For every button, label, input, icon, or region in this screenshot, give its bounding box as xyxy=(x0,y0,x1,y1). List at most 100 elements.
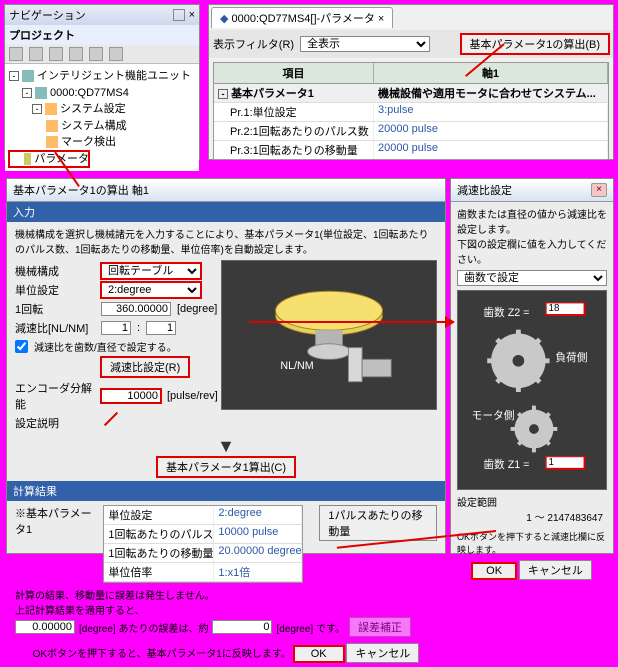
arrow-down-icon: ▼ xyxy=(217,436,235,456)
filter-select[interactable]: 全表示 xyxy=(300,36,430,52)
note2: 上記計算結果を適用すると、 xyxy=(15,602,437,617)
toolbar-icon-3[interactable] xyxy=(49,47,63,61)
param-grid: 項目 軸1 - 基本パラメータ1 機械設備や適用モータに合わせてシステム... … xyxy=(213,62,609,160)
res-v: 20.00000 degree xyxy=(214,544,302,562)
err-in1[interactable] xyxy=(15,620,75,634)
calc-dlg-title: 基本パラメータ1の算出 軸1 xyxy=(7,179,445,202)
res-v: 10000 pulse xyxy=(214,525,302,543)
z2-input[interactable] xyxy=(546,302,585,315)
grid-header-item: 項目 xyxy=(214,63,374,83)
pin-icon[interactable] xyxy=(173,9,185,21)
res-k: 単位倍率 xyxy=(104,563,214,581)
ratio-cancel-button[interactable]: キャンセル xyxy=(519,560,592,580)
nav-panel: ナビゲーション × プロジェクト -インテリジェント機能ユニット -0000:Q… xyxy=(4,4,200,160)
grid-cell[interactable]: 3:pulse xyxy=(374,103,608,121)
gensoku-check[interactable] xyxy=(15,340,28,353)
calc-cancel-button[interactable]: キャンセル xyxy=(346,643,419,663)
calc-dlg-title-text: 基本パラメータ1の算出 軸1 xyxy=(13,182,149,198)
nav-title-text: ナビゲーション xyxy=(9,7,86,23)
tree-item[interactable]: マーク検出 xyxy=(9,134,195,151)
grid-cell: Pr.2:1回転あたりのパルス数 xyxy=(214,122,374,140)
svg-text:歯数 Z2 =: 歯数 Z2 = xyxy=(483,306,529,319)
result-label: ※基本パラメータ1 xyxy=(15,505,95,537)
kikai-select[interactable]: 回転テーブル xyxy=(101,263,201,279)
svg-text:歯数 Z1 =: 歯数 Z1 = xyxy=(483,458,529,471)
grid-cell[interactable]: 20000 pulse xyxy=(374,122,608,140)
ratio-title: 減速比設定 × xyxy=(451,179,613,202)
gensoku-setting-button[interactable]: 減速比設定(R) xyxy=(101,357,189,377)
kaiten-label: 1回転 xyxy=(15,301,95,317)
calc-ok-button[interactable]: OK xyxy=(294,646,344,662)
input-section-header: 入力 xyxy=(7,202,445,222)
z1-input[interactable] xyxy=(546,456,585,469)
kaiten-input[interactable] xyxy=(101,302,171,316)
tree-item[interactable]: システム構成 xyxy=(9,118,195,135)
tree-item[interactable]: -システム設定 xyxy=(9,101,195,118)
range-value: 1 ～ 2147483647 xyxy=(457,509,607,524)
gensoku-in2[interactable] xyxy=(146,321,176,335)
res-k: 1回転あたりの移動量 xyxy=(104,544,214,562)
svg-text:負荷側: 負荷側 xyxy=(555,351,587,364)
grid-cell: Pr.3:1回転あたりの移動量 xyxy=(214,141,374,159)
param-panel: ◆ 0000:QD77MS4[]-パラメータ × 表示フィルタ(R) 全表示 基… xyxy=(208,4,614,160)
grid-header-axis: 軸1 xyxy=(374,63,608,83)
gensoku-label: 減速比[NL/NM] xyxy=(15,320,95,336)
kikai-label: 機械構成 xyxy=(15,263,95,279)
toolbar-icon-1[interactable] xyxy=(9,47,23,61)
toolbar-icon-4[interactable] xyxy=(69,47,83,61)
res-v: 2:degree xyxy=(214,506,302,524)
enc-label: エンコーダ分解能 xyxy=(15,380,95,412)
filter-bar: 表示フィルタ(R) 全表示 基本パラメータ1の算出(B) xyxy=(209,30,613,58)
project-header: プロジェクト xyxy=(5,25,199,45)
err-correct-button: 誤差補正 xyxy=(349,617,411,637)
calc-desc: 機械構成を選択し機械諸元を入力することにより、基本パラメータ1(単位設定、1回転… xyxy=(7,222,445,260)
arrow-head-icon xyxy=(445,316,455,328)
err-in2[interactable] xyxy=(212,620,272,634)
calc-dialog: 基本パラメータ1の算出 軸1 入力 機械構成を選択し機械諸元を入力することにより… xyxy=(6,178,446,554)
nlnm-label: NL/NM xyxy=(280,360,313,372)
toolbar-icon-2[interactable] xyxy=(29,47,43,61)
tree-item[interactable]: -インテリジェント機能ユニット xyxy=(9,68,195,85)
pulse-move-button[interactable]: 1パルスあたりの移動量 xyxy=(319,505,437,541)
res-k: 1回転あたりのパルス数 xyxy=(104,525,214,543)
ratio-ok-button[interactable]: OK xyxy=(472,563,516,579)
nav-toolbar xyxy=(5,45,199,64)
res-k: 単位設定 xyxy=(104,506,214,524)
set-label: 設定説明 xyxy=(15,415,95,431)
grid-cell[interactable]: 20000 pulse xyxy=(374,141,608,159)
grid-cell: Pr.1:単位設定 xyxy=(214,103,374,121)
tree-item-parameter[interactable]: パラメータ xyxy=(9,151,89,168)
gensoku-check-label: 減速比を歯数/直径で設定する。 xyxy=(34,339,177,354)
ratio-mode-select[interactable]: 歯数で設定 xyxy=(457,270,607,286)
param-tab[interactable]: ◆ 0000:QD77MS4[]-パラメータ × xyxy=(211,7,393,28)
result-section-header: 計算結果 xyxy=(7,481,445,501)
enc-input[interactable] xyxy=(101,389,161,403)
toolbar-icon-6[interactable] xyxy=(109,47,123,61)
tree-item[interactable]: -0000:QD77MS4 xyxy=(9,85,195,102)
grid-group-note: 機械設備や適用モータに合わせてシステム... xyxy=(374,84,608,102)
close-icon[interactable]: × xyxy=(189,9,195,21)
ratio-close-icon[interactable]: × xyxy=(591,183,607,197)
enc-unit: [pulse/rev] xyxy=(167,390,218,402)
svg-text:モータ側: モータ側 xyxy=(472,409,515,422)
range-label: 設定範囲 xyxy=(457,498,497,509)
toolbar-icon-5[interactable] xyxy=(89,47,103,61)
unit-label: 単位設定 xyxy=(15,282,95,298)
unit-select[interactable]: 2:degree xyxy=(101,282,201,298)
gear-view: 歯数 Z2 = 負荷側 モータ側 歯数 Z1 = xyxy=(457,290,607,490)
kaiten-unit: [degree] xyxy=(177,303,217,315)
ratio-dialog: 減速比設定× 歯数または直径の値から減速比を設定します。 下図の設定欄に値を入力… xyxy=(450,178,614,554)
ok-note: OKボタンを押下すると、基本パラメータ1に反映します。 xyxy=(33,649,291,660)
tab-close-icon[interactable]: × xyxy=(378,13,384,25)
calc-execute-button[interactable]: 基本パラメータ1算出(C) xyxy=(157,457,295,477)
filter-label: 表示フィルタ(R) xyxy=(213,36,294,52)
grid-group[interactable]: - 基本パラメータ1 xyxy=(214,84,374,102)
nav-tree: -インテリジェント機能ユニット -0000:QD77MS4 -システム設定 シス… xyxy=(5,64,199,171)
ratio-title-text: 減速比設定 xyxy=(457,182,512,198)
ratio-desc1: 歯数または直径の値から減速比を設定します。 xyxy=(457,206,607,236)
nav-title: ナビゲーション × xyxy=(5,5,199,25)
arrow-line xyxy=(249,321,445,323)
note1: 計算の結果、移動量に誤差は発生しません。 xyxy=(15,587,437,602)
calc-basic-param-button[interactable]: 基本パラメータ1の算出(B) xyxy=(461,34,609,54)
gensoku-in1[interactable] xyxy=(101,321,131,335)
